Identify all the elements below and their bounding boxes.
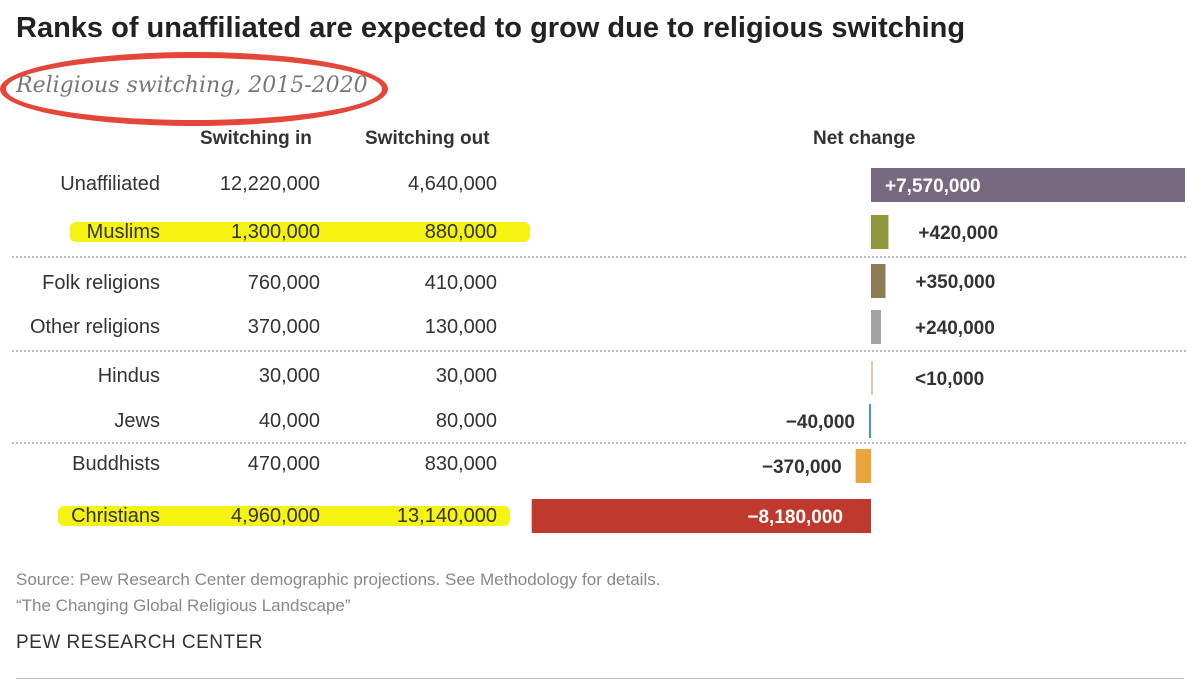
net-change-label-hindus: <10,000	[915, 369, 984, 390]
divider	[12, 350, 1186, 352]
net-change-label-folk: +350,000	[916, 272, 996, 293]
row-name: Jews	[114, 410, 160, 432]
source-line-report: “The Changing Global Religious Landscape…	[16, 596, 351, 615]
switching-out-value: 13,140,000	[396, 505, 497, 527]
row-name: Hindus	[97, 365, 160, 387]
row-name: Unaffiliated	[60, 173, 160, 195]
net-change-bar-unaffiliated	[871, 168, 1185, 202]
net-change-bar-hindus	[871, 361, 873, 395]
switching-out-value: 80,000	[435, 410, 497, 432]
switching-in-value: 370,000	[247, 316, 320, 338]
row-name: Muslims	[86, 221, 160, 243]
source-line: Source: Pew Research Center demographic …	[16, 570, 661, 589]
row-name: Christians	[71, 505, 160, 527]
divider	[12, 442, 1186, 444]
switching-in-value: 12,220,000	[219, 173, 320, 195]
net-change-chart: +7,570,000 +420,000 +350,000 +240,000 <10,00…	[531, 168, 1185, 533]
net-change-bar-buddhists	[855, 449, 871, 483]
switching-out-value: 130,000	[424, 316, 497, 338]
switching-out-value: 830,000	[424, 453, 497, 475]
highlight-christians	[58, 506, 510, 526]
net-change-bar-jews	[869, 404, 871, 438]
switching-in-value: 40,000	[258, 410, 320, 432]
net-change-bar-folk	[871, 264, 886, 298]
switching-out-value: 410,000	[424, 272, 497, 294]
row-name: Other religions	[29, 316, 160, 338]
switching-in-value: 470,000	[247, 453, 320, 475]
column-header-net-change: Net change	[813, 128, 916, 149]
switching-in-value: 760,000	[247, 272, 320, 294]
switching-in-value: 30,000	[258, 365, 320, 387]
net-change-label-unaffiliated: +7,570,000	[885, 176, 981, 197]
chart-title: Ranks of unaffiliated are expected to gr…	[16, 12, 966, 44]
divider	[12, 256, 1186, 258]
bottom-rule	[16, 678, 1184, 679]
net-change-label-jews: −40,000	[786, 412, 855, 433]
brand-logo-text: PEW RESEARCH CENTER	[16, 632, 264, 653]
net-change-bar-muslims	[871, 215, 889, 249]
net-change-label-buddhists: −370,000	[762, 457, 842, 478]
switching-out-value: 880,000	[424, 221, 497, 243]
row-name: Buddhists	[72, 453, 160, 475]
switching-out-value: 4,640,000	[408, 173, 497, 195]
column-header-switching-in: Switching in	[200, 128, 312, 149]
source-note: Source: Pew Research Center demographic …	[16, 567, 660, 619]
highlight-muslims	[70, 222, 530, 242]
net-change-label-muslims: +420,000	[918, 223, 998, 244]
net-change-bar-christians	[531, 499, 871, 533]
switching-in-value: 1,300,000	[231, 221, 320, 243]
row-name: Folk religions	[42, 272, 160, 294]
subtitle-annotation-circle	[0, 52, 388, 126]
net-change-bar-other	[871, 310, 881, 344]
net-change-label-christians: −8,180,000	[747, 507, 843, 528]
switching-in-value: 4,960,000	[231, 505, 320, 527]
switching-out-value: 30,000	[435, 365, 497, 387]
net-change-label-other: +240,000	[915, 318, 995, 339]
column-header-switching-out: Switching out	[365, 128, 490, 149]
